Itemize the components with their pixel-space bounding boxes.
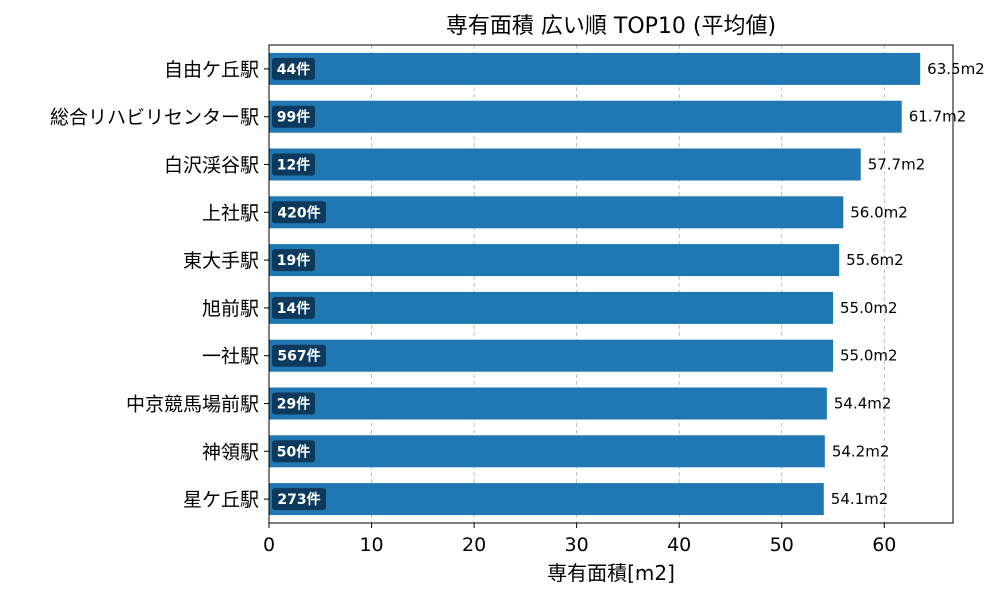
bar — [269, 244, 840, 277]
category-label: 旭前駅 — [202, 298, 259, 320]
count-badge — [272, 153, 315, 176]
x-axis-label: 専有面積[m2] — [547, 561, 675, 585]
value-label: 57.7m2 — [868, 156, 926, 174]
x-tick-label: 20 — [462, 534, 486, 556]
bar — [269, 387, 827, 420]
bar — [269, 435, 825, 468]
value-label: 54.4m2 — [834, 395, 892, 413]
count-label: 12件 — [277, 157, 310, 174]
count-badge — [272, 440, 315, 463]
count-label: 420件 — [277, 204, 320, 221]
bar — [269, 52, 921, 85]
count-badge — [272, 201, 326, 224]
bar — [269, 100, 902, 133]
category-label: 星ケ丘駅 — [183, 489, 259, 511]
value-label: 54.2m2 — [832, 442, 890, 460]
chart-title: 専有面積 広い順 TOP10 (平均値) — [446, 14, 776, 39]
x-tick-label: 0 — [263, 534, 275, 556]
x-tick-label: 10 — [359, 534, 383, 556]
category-label: 神領駅 — [202, 441, 259, 463]
value-label: 55.0m2 — [840, 299, 898, 317]
count-label: 99件 — [277, 109, 310, 126]
category-label: 総合リハビリセンター駅 — [50, 107, 259, 129]
count-badge — [272, 488, 326, 511]
count-label: 14件 — [277, 300, 310, 317]
count-badge — [272, 296, 315, 319]
category-label: 一社駅 — [202, 346, 259, 368]
x-tick-label: 40 — [667, 534, 691, 556]
count-label: 50件 — [277, 443, 310, 460]
value-label: 54.1m2 — [831, 490, 889, 508]
category-label: 東大手駅 — [183, 250, 259, 272]
bar — [269, 148, 861, 181]
bar — [269, 483, 824, 516]
bars — [269, 52, 921, 516]
plot-frame — [268, 44, 954, 524]
count-label: 29件 — [277, 396, 310, 413]
x-tick-label: 30 — [565, 534, 589, 556]
bar — [269, 339, 834, 372]
value-label: 61.7m2 — [909, 108, 967, 126]
value-label: 55.6m2 — [846, 251, 904, 269]
count-label: 273件 — [277, 491, 320, 508]
count-label: 19件 — [277, 252, 310, 269]
category-labels: 自由ケ丘駅総合リハビリセンター駅白沢渓谷駅上社駅東大手駅旭前駅一社駅中京競馬場前… — [50, 59, 269, 511]
x-tick-label: 50 — [770, 534, 794, 556]
count-label: 44件 — [277, 61, 310, 78]
count-label: 567件 — [277, 348, 320, 365]
count-badge — [272, 249, 315, 272]
bar — [269, 291, 834, 324]
bar — [269, 196, 844, 229]
count-badge — [272, 105, 315, 128]
value-label: 56.0m2 — [850, 203, 908, 221]
count-badge — [272, 392, 315, 415]
value-label: 63.5m2 — [927, 60, 985, 78]
value-labels: 63.5m2 61.7m2 57.7m2 56.0m2 55.6m2 55.0m2 55.0… — [831, 60, 985, 508]
value-label: 55.0m2 — [840, 347, 898, 365]
count-badge — [272, 344, 326, 367]
category-label: 上社駅 — [202, 202, 259, 224]
x-axis: 0 10 20 30 40 50 60 — [263, 523, 896, 556]
category-label: 中京競馬場前駅 — [126, 394, 259, 416]
count-badge — [272, 57, 315, 80]
x-tick-label: 60 — [872, 534, 896, 556]
category-label: 白沢渓谷駅 — [164, 155, 259, 177]
count-badges: 44件 99件 12件 420件 19件 14件 567件 29件 50件 273件 — [272, 57, 326, 511]
category-label: 自由ケ丘駅 — [164, 59, 259, 81]
